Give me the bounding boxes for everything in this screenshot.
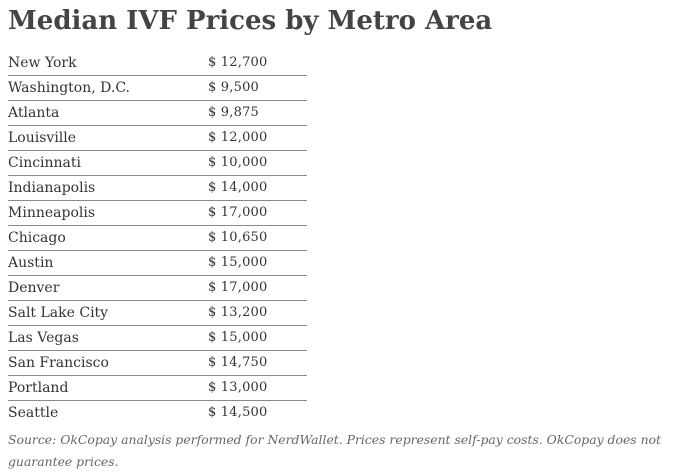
- median-price: $ 10,650: [208, 230, 268, 245]
- median-price: $ 17,000: [208, 280, 268, 295]
- city-name: Seattle: [8, 405, 59, 421]
- table-row: San Francisco $ 14,750: [8, 351, 307, 376]
- source-note: Source: OkCopay analysis performed for N…: [8, 432, 661, 469]
- median-price: $ 15,000: [208, 330, 268, 345]
- median-price: $ 14,000: [208, 180, 268, 195]
- chart-title: Median IVF Prices by Metro Area: [8, 6, 493, 36]
- city-name: Denver: [8, 280, 60, 296]
- median-price: $ 9,875: [208, 105, 260, 120]
- city-name: Cincinnati: [8, 155, 82, 171]
- median-price: $ 12,700: [208, 55, 268, 70]
- table-row: Las Vegas $ 15,000: [8, 326, 307, 351]
- table-row: Atlanta $ 9,875: [8, 101, 307, 126]
- city-name: Austin: [8, 255, 54, 271]
- table-row: Washington, D.C. $ 9,500: [8, 76, 307, 101]
- median-price: $ 12,000: [208, 130, 268, 145]
- city-name: Chicago: [8, 230, 66, 246]
- median-price: $ 15,000: [208, 255, 268, 270]
- median-price: $ 14,500: [208, 405, 268, 420]
- table-row: Portland $ 13,000: [8, 376, 307, 401]
- city-name: Atlanta: [8, 105, 60, 121]
- city-name: Louisville: [8, 130, 77, 146]
- table-row: Louisville $ 12,000: [8, 126, 307, 151]
- city-name: New York: [8, 55, 77, 71]
- median-price: $ 13,200: [208, 305, 268, 320]
- table-row: New York $ 12,700: [8, 51, 307, 76]
- median-price: $ 17,000: [208, 205, 268, 220]
- city-name: Portland: [8, 380, 69, 396]
- price-table: New York $ 12,700 Washington, D.C. $ 9,500 A…: [8, 51, 307, 426]
- city-name: Las Vegas: [8, 330, 79, 346]
- table-row: Cincinnati $ 10,000: [8, 151, 307, 176]
- table-row: Austin $ 15,000: [8, 251, 307, 276]
- median-price: $ 9,500: [208, 80, 260, 95]
- city-name: Minneapolis: [8, 205, 96, 221]
- table-row: Chicago $ 10,650: [8, 226, 307, 251]
- median-price: $ 14,750: [208, 355, 268, 370]
- city-name: Washington, D.C.: [8, 80, 130, 96]
- table-row: Minneapolis $ 17,000: [8, 201, 307, 226]
- table-row: Indianapolis $ 14,000: [8, 176, 307, 201]
- city-name: Salt Lake City: [8, 305, 109, 321]
- table-row: Seattle $ 14,500: [8, 401, 307, 426]
- city-name: Indianapolis: [8, 180, 96, 196]
- table-row: Denver $ 17,000: [8, 276, 307, 301]
- median-price: $ 10,000: [208, 155, 268, 170]
- city-name: San Francisco: [8, 355, 109, 371]
- median-price: $ 13,000: [208, 380, 268, 395]
- table-row: Salt Lake City $ 13,200: [8, 301, 307, 326]
